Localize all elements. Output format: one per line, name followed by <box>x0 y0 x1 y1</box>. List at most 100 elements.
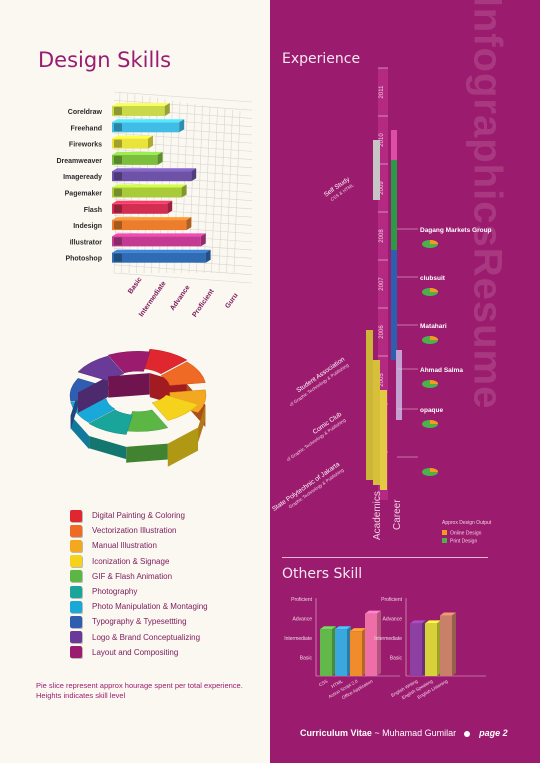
legend-item: Iconization & Signage <box>70 554 169 569</box>
legend-item: GIF & Flash Animation <box>70 569 172 584</box>
output-pie-online <box>430 288 438 292</box>
skill-bar-pagemaker <box>112 184 187 198</box>
level-label: Intermediate <box>138 280 168 318</box>
ring-slice-top <box>143 348 188 375</box>
others-bar-top <box>320 626 336 630</box>
others-level-label: Proficient <box>291 597 312 603</box>
skill-label: Indesign <box>73 223 102 230</box>
legend-label: Photography <box>92 587 138 596</box>
skill-bar-front <box>112 187 182 198</box>
grid-line-h <box>113 198 253 210</box>
output-pie-online <box>430 336 438 340</box>
ring-slice-top <box>160 361 206 386</box>
skill-bar-top <box>112 119 185 123</box>
year-label: 2011 <box>379 85 385 99</box>
others-bar-top <box>425 620 441 624</box>
experience-timeline: 201120102009200820072006200520042003Self… <box>271 67 492 545</box>
grid-line-h <box>113 132 253 144</box>
legend-swatch <box>70 555 82 568</box>
others-level-label: Intermediate <box>374 636 402 642</box>
skill-bar-front <box>112 252 206 263</box>
right-panel: InfographicsResume Experience 2011 2010 20… <box>270 0 540 763</box>
ring-slice-side <box>167 427 199 467</box>
career-axis-label: Career <box>392 499 403 530</box>
app-icon <box>114 204 122 213</box>
year-label: 2009 <box>379 181 385 195</box>
grid-line-v <box>226 109 233 274</box>
app-icon <box>114 139 122 148</box>
ring-slice <box>151 394 199 467</box>
grid-line-v <box>218 108 226 274</box>
skill-bar-end <box>167 200 173 214</box>
others-bar <box>440 615 452 676</box>
legend-swatch <box>70 570 82 583</box>
skill-bar-top <box>112 151 163 155</box>
skill-bar-front <box>112 106 165 116</box>
grid-line-v <box>211 107 218 274</box>
grid-line-h <box>113 91 253 103</box>
output-legend-label: Online Design <box>450 531 482 537</box>
app-icon <box>114 221 122 230</box>
legend-swatch <box>70 600 82 613</box>
career-bar <box>396 350 402 420</box>
skill-label: Imageready <box>63 174 102 181</box>
design-skills-title: Design Skills <box>38 48 172 72</box>
skill-label: Dreamweaver <box>56 158 102 165</box>
career-label: Dagang Markets Group <box>420 227 492 234</box>
legend-item: Typography & Typesettting <box>70 614 187 629</box>
ring-slice-side <box>126 443 168 463</box>
footer-cv: Curriculum Vitae <box>300 728 372 738</box>
skill-bar-end <box>164 103 170 116</box>
skill-bar-top <box>112 103 170 106</box>
legend-label: Photo Manipulation & Montaging <box>92 602 208 612</box>
footer-name: Muhamad Gumilar <box>382 728 457 738</box>
skill-bar-imageready <box>112 168 197 182</box>
skill-bar-indesign <box>112 217 192 231</box>
app-icon <box>114 172 122 181</box>
skill-bar-coreldraw <box>112 103 170 116</box>
others-chart-1: Basic Intermediate Advance Proficient CSS HTM… <box>284 597 400 700</box>
skill-label: Pagemaker <box>65 191 103 198</box>
skill-label: Coreldraw <box>68 109 103 116</box>
ring-slice-side <box>198 404 206 443</box>
career-label: Matahari <box>420 323 447 330</box>
footer-page: page 2 <box>479 728 508 738</box>
experience-title: Experience <box>282 51 361 67</box>
skill-bar-top <box>112 200 173 204</box>
legend-label: Vectorization Illustration <box>92 526 177 536</box>
others-level-label: Basic <box>300 656 313 662</box>
others-level-label: Advance <box>293 617 313 623</box>
legend-item: Layout and Compositing <box>70 645 178 660</box>
others-level-label: Basic <box>390 656 403 662</box>
legend-item: Digital Painting & Coloring <box>70 508 185 523</box>
skill-bar-top <box>112 184 187 188</box>
ring-slice-side <box>70 392 78 430</box>
career-bar <box>391 130 397 250</box>
others-level-label: Advance <box>383 617 403 623</box>
others-bar <box>365 613 377 676</box>
ring-slice-side <box>77 376 109 413</box>
skill-ring-chart <box>69 348 207 467</box>
ring-slice <box>125 409 169 463</box>
app-icon <box>114 188 122 197</box>
skill-bar-end <box>191 168 197 182</box>
legend-swatch <box>70 585 82 598</box>
academics-axis-label: Academics <box>372 491 383 540</box>
others-bar-side <box>452 612 456 676</box>
skill-bar-front <box>112 171 192 182</box>
footer: Curriculum Vitae ~ Muhamad Gumilar page 2 <box>300 728 508 738</box>
skill-bar-front <box>112 220 187 231</box>
skill-label: Illustrator <box>70 239 103 246</box>
others-bar <box>320 629 332 676</box>
year-label: 2008 <box>379 229 385 243</box>
legend-item: Logo & Brand Conceptualizing <box>70 630 200 645</box>
output-legend-swatch <box>442 538 447 543</box>
skill-bar-photoshop <box>112 249 211 263</box>
others-bar <box>425 623 437 676</box>
app-icon <box>114 237 122 246</box>
skill-bar-top <box>112 249 211 253</box>
others-bar-top <box>350 628 366 632</box>
skill-label: Freehand <box>70 125 102 132</box>
level-label: Guru <box>224 292 239 310</box>
